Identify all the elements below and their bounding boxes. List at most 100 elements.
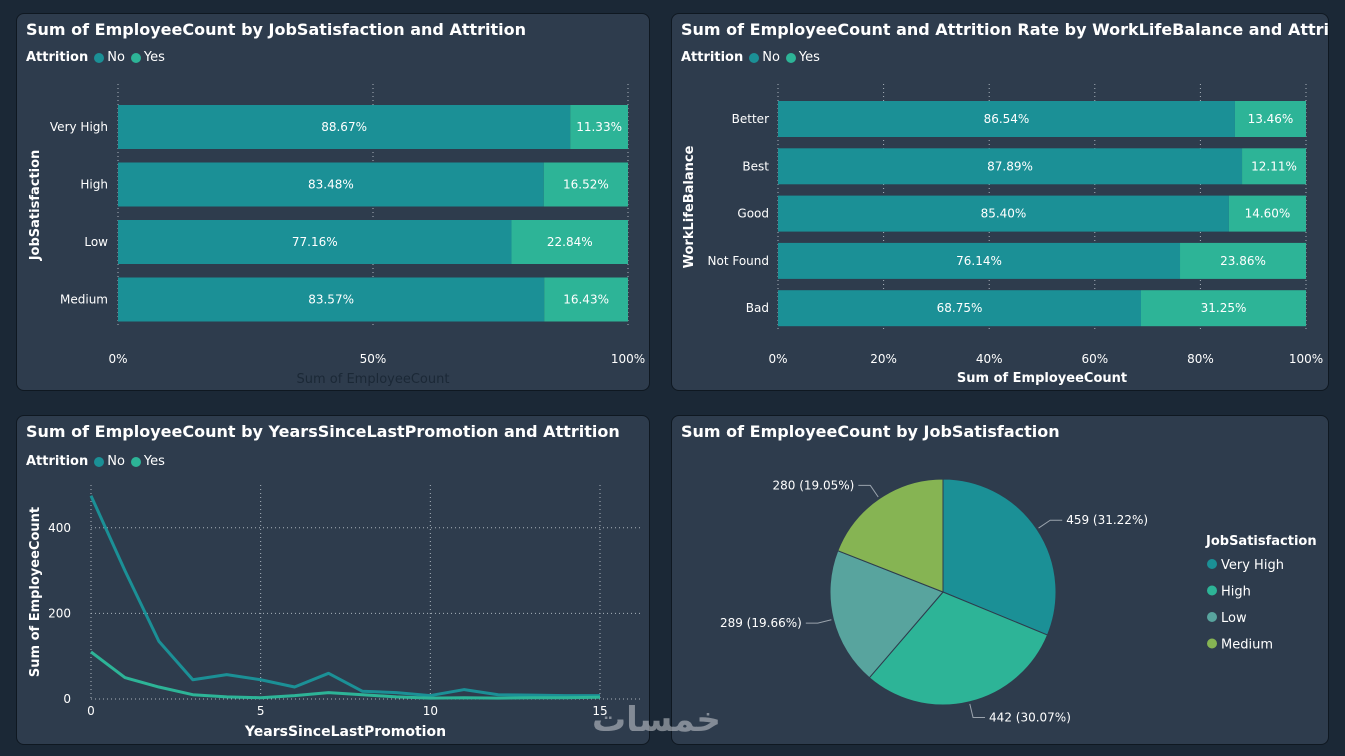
legend-dot	[1207, 612, 1217, 622]
data-label: 12.11%	[1251, 159, 1297, 173]
legend-title: Attrition	[26, 454, 89, 469]
bar-segment-yes[interactable]	[511, 220, 628, 264]
legend-dot-no	[94, 52, 105, 63]
bar-segment-yes[interactable]	[544, 277, 628, 322]
bar-segment-no[interactable]	[778, 290, 1141, 327]
pie-slice[interactable]	[829, 550, 944, 679]
x-tick-label: 10	[423, 704, 438, 718]
x-tick-label: 15	[592, 704, 607, 718]
legend-title: Attrition	[26, 50, 89, 65]
y-tick-label: 400	[48, 521, 71, 535]
legend-dot	[1207, 638, 1217, 649]
bar-segment-no[interactable]	[778, 148, 1243, 185]
legend-dot-yes	[130, 456, 141, 467]
x-tick-label: 100%	[1289, 352, 1323, 366]
legend-item[interactable]: Medium	[1221, 638, 1273, 653]
y-axis-label: JobSatisfaction	[28, 150, 43, 262]
bar-segment-yes[interactable]	[543, 162, 628, 207]
panel-jobsat-pie: Sum of EmployeeCount by JobSatisfaction …	[671, 415, 1329, 745]
legend-item[interactable]: Very High	[1221, 558, 1284, 573]
legend-label-no: No	[107, 50, 125, 65]
x-axis-label: Sum of EmployeeCount	[297, 372, 450, 387]
bar-segment-no[interactable]	[118, 105, 571, 149]
bar-segment-yes[interactable]	[1242, 148, 1306, 185]
pie-data-label: 459 (31.22%)	[1066, 513, 1148, 527]
y-tick-label: Bad	[746, 301, 769, 315]
panel-title: Sum of EmployeeCount by JobSatisfaction …	[26, 20, 527, 39]
data-label: 11.33%	[576, 120, 622, 134]
bar-segment-no[interactable]	[118, 162, 544, 207]
bar-segment-yes[interactable]	[1180, 242, 1306, 279]
legend-item[interactable]: High	[1221, 585, 1251, 600]
data-label: 16.52%	[563, 178, 609, 192]
legend: Attrition No Yes	[26, 454, 171, 469]
x-tick-label: 50%	[360, 352, 387, 366]
legend-item-no[interactable]: No	[94, 454, 125, 469]
bar-segment-yes[interactable]	[1228, 195, 1306, 232]
x-tick-label: 0	[87, 704, 95, 718]
data-label: 31.25%	[1201, 301, 1247, 315]
data-label: 68.75%	[937, 301, 983, 315]
data-label: 83.48%	[308, 178, 354, 192]
data-label: 83.57%	[308, 293, 354, 307]
x-axis-label: Sum of EmployeeCount	[957, 371, 1127, 386]
bar-segment-no[interactable]	[118, 277, 545, 322]
data-label: 13.46%	[1248, 112, 1294, 126]
legend-dot	[1207, 585, 1217, 596]
series-line-no[interactable]	[89, 495, 600, 698]
legend-dot-no	[94, 456, 105, 467]
bar-segment-yes[interactable]	[570, 105, 628, 149]
series-line-yes[interactable]	[90, 650, 601, 700]
legend-dot-yes	[785, 52, 796, 63]
legend-title: JobSatisfaction	[1205, 534, 1317, 549]
bar-chart-jobsat: 0% 50% 100% Very High 88.67% 11.33% High 83.48%…	[28, 84, 645, 387]
x-axis-label: YearsSinceLastPromotion	[244, 724, 446, 740]
panel-title: Sum of EmployeeCount and Attrition Rate …	[681, 20, 1329, 39]
y-tick-label: Best	[742, 159, 769, 173]
bar-segment-yes[interactable]	[1234, 101, 1306, 137]
x-tick-label: 40%	[976, 352, 1003, 366]
data-label: 22.84%	[547, 235, 593, 249]
bar-segment-no[interactable]	[778, 101, 1235, 137]
legend-title: Attrition	[681, 50, 744, 65]
bar-segment-no[interactable]	[778, 242, 1181, 279]
panel-worklife-attrition: Sum of EmployeeCount and Attrition Rate …	[671, 13, 1329, 391]
y-tick-label: 0	[63, 692, 71, 706]
data-label: 86.54%	[984, 112, 1030, 126]
y-tick-label: 200	[48, 606, 71, 620]
y-tick-label: Good	[737, 207, 769, 221]
leader-line	[858, 484, 879, 498]
legend-item-no[interactable]: No	[749, 50, 780, 65]
x-tick-label: 0%	[108, 352, 127, 366]
legend-item-yes[interactable]: Yes	[785, 50, 820, 65]
legend-item-yes[interactable]: Yes	[130, 454, 165, 469]
x-tick-label: 20%	[870, 352, 897, 366]
pie-slice[interactable]	[942, 478, 1057, 636]
bar-chart-worklife: 0% 20% 40% 60% 80% 100% Better 86.54% 13.46% Best…	[682, 84, 1323, 386]
y-tick-label: Very High	[50, 120, 108, 134]
data-label: 23.86%	[1220, 254, 1266, 268]
legend-item-yes[interactable]: Yes	[130, 50, 165, 65]
bar-segment-no[interactable]	[778, 195, 1229, 232]
pie-data-label: 280 (19.05%)	[772, 478, 854, 492]
leader-line	[969, 703, 986, 718]
y-tick-label: Low	[84, 235, 108, 249]
legend-label-yes: Yes	[143, 454, 165, 469]
legend-label-yes: Yes	[143, 50, 165, 65]
data-label: 88.67%	[321, 120, 367, 134]
x-tick-label: 5	[257, 704, 265, 718]
y-tick-label: High	[80, 178, 108, 192]
y-axis-label: Sum of EmployeeCount	[28, 507, 43, 677]
x-tick-label: 60%	[1081, 352, 1108, 366]
panel-jobsat-attrition: Sum of EmployeeCount by JobSatisfaction …	[16, 13, 650, 391]
bar-segment-no[interactable]	[118, 220, 512, 264]
legend-item[interactable]: Low	[1221, 611, 1247, 626]
y-axis-label: WorkLifeBalance	[682, 145, 697, 268]
data-label: 85.40%	[981, 207, 1027, 221]
x-tick-label: 100%	[611, 352, 645, 366]
pie-slice[interactable]	[868, 591, 1049, 706]
pie-chart-jobsat: 459 (31.22%) 442 (30.07%) 289 (19.66%) 280 …	[720, 478, 1317, 724]
bar-segment-yes[interactable]	[1141, 290, 1306, 327]
pie-slice[interactable]	[837, 478, 944, 593]
legend-item-no[interactable]: No	[94, 50, 125, 65]
